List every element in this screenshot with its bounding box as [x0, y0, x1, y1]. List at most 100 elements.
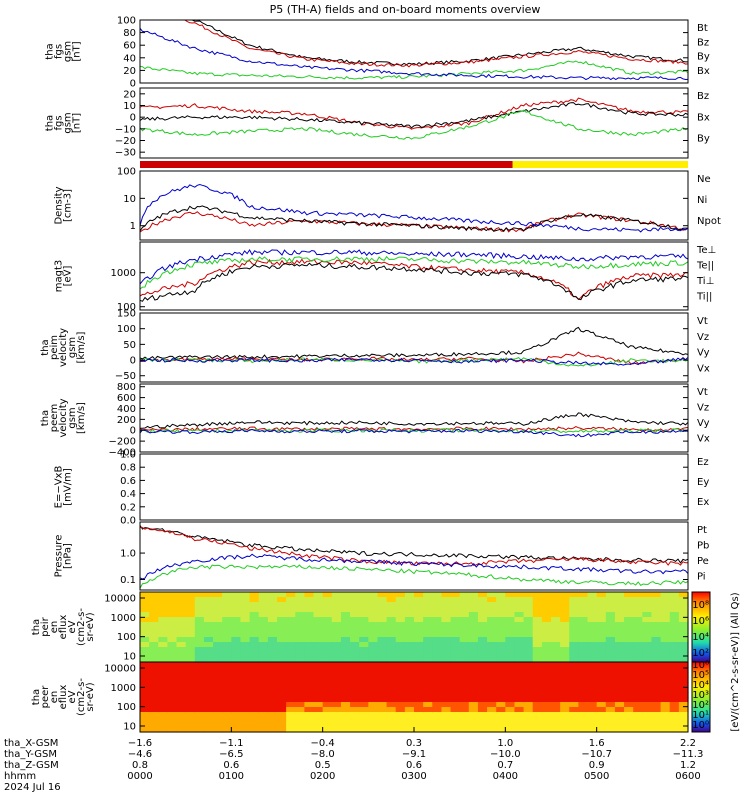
y-axis-label: peer — [40, 685, 51, 709]
y-tick-label: 600 — [117, 393, 136, 404]
heatmap-cell — [149, 627, 159, 633]
heatmap-cell — [185, 612, 196, 618]
heatmap-cell — [368, 602, 379, 608]
heatmap-cell — [450, 602, 461, 608]
heatmap-cell — [140, 632, 150, 638]
series-line-Pe — [139, 564, 689, 589]
heatmap-cell — [642, 627, 653, 633]
x-tick-label: 2.2 — [680, 738, 696, 749]
heatmap-cell — [678, 692, 689, 698]
heatmap-cell — [505, 642, 516, 648]
heatmap-cell — [614, 607, 625, 613]
heatmap-cell — [614, 632, 625, 638]
heatmap-cell — [560, 667, 570, 673]
heatmap-cell — [423, 622, 433, 628]
heatmap-cell — [587, 727, 598, 733]
heatmap-cell — [158, 592, 168, 598]
heatmap-cell — [541, 692, 552, 698]
heatmap-cell — [450, 722, 461, 728]
heatmap-cell — [669, 727, 680, 733]
heatmap-cell — [240, 617, 251, 623]
heatmap-cell — [295, 707, 305, 713]
heatmap-cell — [605, 632, 616, 638]
heatmap-cell — [669, 687, 680, 693]
heatmap-cell — [605, 707, 616, 713]
heatmap-cell — [496, 722, 506, 728]
heatmap-cell — [277, 602, 287, 608]
heatmap-cell — [322, 592, 333, 598]
heatmap-cell — [505, 722, 516, 728]
heatmap-cell — [551, 597, 561, 603]
heatmap-cell — [350, 682, 360, 688]
heatmap-cell — [624, 607, 634, 613]
heatmap-cell — [158, 642, 168, 648]
heatmap-cell — [541, 707, 552, 713]
heatmap-cell — [496, 707, 506, 713]
legend-entry: By — [697, 52, 710, 63]
heatmap-cell — [624, 637, 634, 643]
heatmap-cell — [176, 622, 187, 628]
heatmap-cell — [322, 722, 333, 728]
legend-entry: Vz — [697, 403, 709, 414]
heatmap-cell — [295, 672, 305, 678]
heatmap-cell — [578, 597, 589, 603]
heatmap-cell — [569, 602, 579, 608]
heatmap-cell — [404, 647, 415, 653]
heatmap-cell — [222, 607, 232, 613]
heatmap-cell — [395, 597, 406, 603]
heatmap-cell — [605, 702, 616, 708]
heatmap-cell — [140, 712, 150, 718]
heatmap-cell — [222, 727, 232, 733]
heatmap-cell — [185, 672, 196, 678]
heatmap-cell — [496, 667, 506, 673]
heatmap-cell — [551, 637, 561, 643]
heatmap-cell — [340, 652, 351, 658]
heatmap-cell — [432, 657, 442, 663]
heatmap-cell — [277, 607, 287, 613]
heatmap-cell — [432, 622, 442, 628]
y-axis-label: magt3 — [54, 260, 65, 293]
heatmap-cell — [569, 607, 579, 613]
heatmap-cell — [213, 727, 223, 733]
heatmap-cell — [386, 622, 397, 628]
heatmap-cell — [231, 602, 242, 608]
heatmap-cell — [660, 627, 671, 633]
heatmap-cell — [423, 707, 433, 713]
series-line-Vt — [139, 326, 689, 360]
heatmap-cell — [605, 622, 616, 628]
heatmap-cell — [596, 652, 607, 658]
heatmap-cell — [496, 662, 506, 668]
heatmap-cell — [368, 612, 379, 618]
heatmap-cell — [624, 632, 634, 638]
heatmap-cell — [459, 622, 470, 628]
heatmap-cell — [313, 602, 324, 608]
heatmap-cell — [277, 707, 287, 713]
heatmap-cell — [249, 662, 260, 668]
heatmap-cell — [551, 617, 561, 623]
heatmap-cell — [167, 692, 178, 698]
heatmap-cell — [231, 717, 242, 723]
y-axis-label: (cm2-s- — [76, 678, 87, 716]
heatmap-cell — [441, 672, 452, 678]
heatmap-cell — [569, 717, 579, 723]
heatmap-cell — [642, 607, 653, 613]
heatmap-cell — [158, 727, 168, 733]
heatmap-cell — [569, 617, 579, 623]
heatmap-cell — [496, 697, 506, 703]
panel-frame — [139, 453, 689, 521]
heatmap-cell — [560, 657, 570, 663]
heatmap-cell — [313, 707, 324, 713]
heatmap-cell — [185, 627, 196, 633]
heatmap-cell — [669, 667, 680, 673]
heatmap-cell — [313, 687, 324, 693]
heatmap-cell — [340, 612, 351, 618]
heatmap-cell — [651, 632, 662, 638]
heatmap-cell — [295, 652, 305, 658]
heatmap-cell — [158, 712, 168, 718]
legend-entry: Npot — [697, 216, 721, 227]
series-line-Vx — [139, 356, 689, 366]
heatmap-cell — [669, 632, 680, 638]
heatmap-cell — [423, 692, 433, 698]
heatmap-cell — [286, 712, 296, 718]
